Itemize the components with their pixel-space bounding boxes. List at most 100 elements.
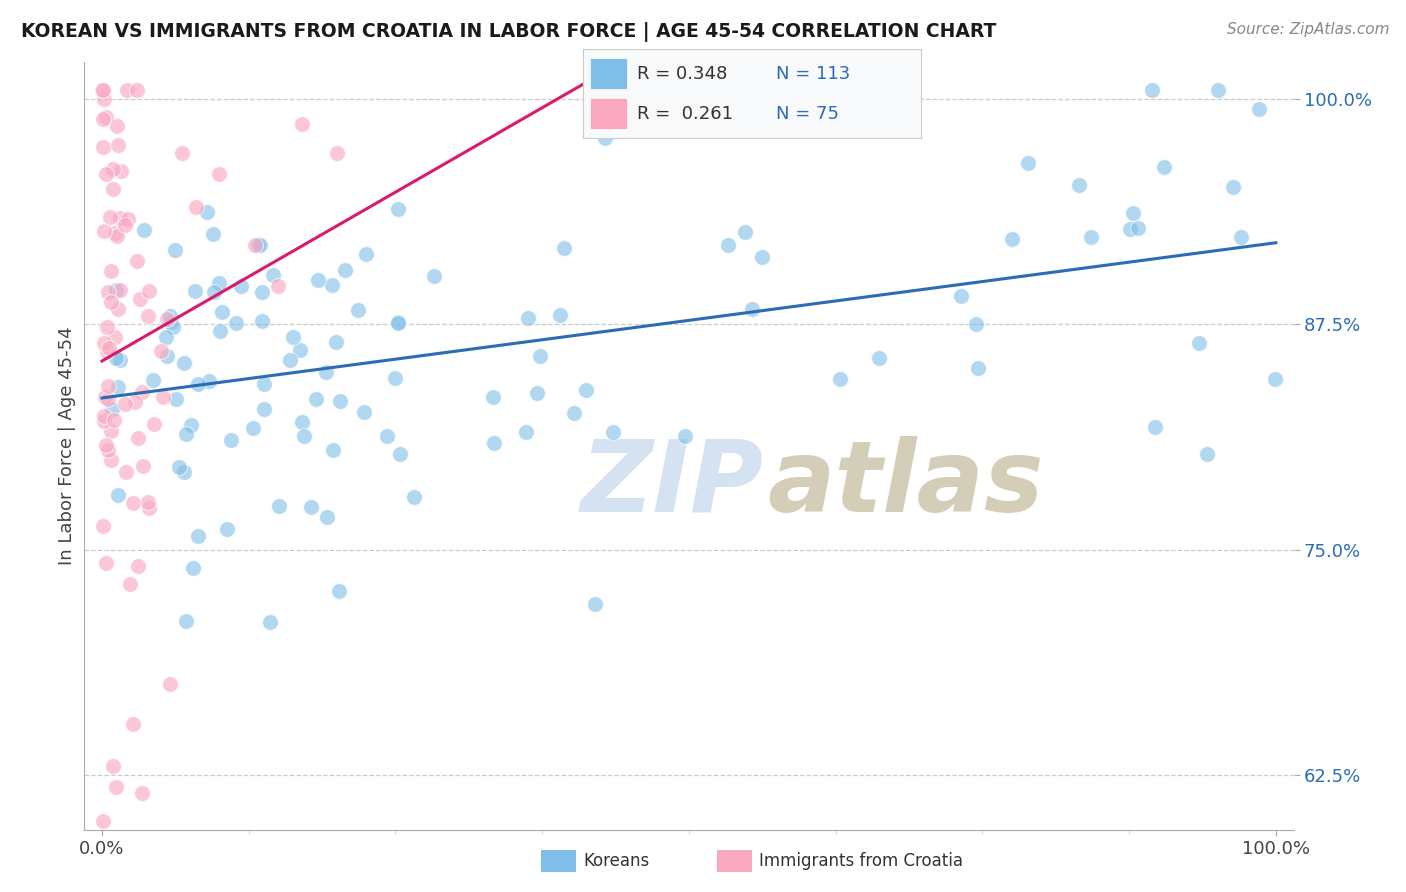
Point (94, 390, 117, 404)
Point (548, 308, 571, 322)
Point (91, 140, 114, 154)
Point (107, 301, 129, 316)
Point (1195, 447, 1218, 461)
Point (91, 112, 114, 126)
Point (202, 227, 225, 241)
Point (91, 82, 114, 96)
Point (243, 237, 266, 252)
Point (404, 491, 426, 505)
Point (187, 529, 209, 543)
Point (93, 91, 115, 105)
Point (124, 395, 146, 409)
Point (1001, 232, 1024, 246)
Point (250, 314, 273, 328)
Point (267, 279, 290, 293)
Point (329, 393, 352, 408)
Point (290, 117, 312, 131)
Point (107, 120, 129, 134)
Point (387, 316, 409, 330)
Point (252, 285, 274, 299)
Point (98, 342, 121, 356)
Point (96, 110, 118, 124)
Point (389, 447, 412, 461)
Point (225, 316, 247, 330)
Point (103, 759, 125, 773)
Point (1017, 155, 1039, 169)
Point (208, 277, 231, 291)
Point (115, 82, 138, 96)
Point (593, 130, 616, 145)
Point (322, 442, 344, 457)
Point (299, 500, 322, 515)
Point (267, 500, 290, 514)
Point (211, 305, 233, 319)
Text: ZIP: ZIP (581, 436, 763, 533)
Text: Immigrants from Croatia: Immigrants from Croatia (759, 852, 963, 871)
Point (94, 168, 117, 182)
Point (114, 397, 136, 411)
Point (129, 292, 152, 306)
Point (96, 344, 118, 359)
Point (136, 309, 159, 323)
Point (1140, 82, 1163, 96)
Point (288, 343, 311, 358)
Point (101, 162, 124, 177)
Point (602, 425, 624, 439)
Point (93, 409, 115, 424)
Point (292, 429, 315, 443)
Point (482, 390, 505, 404)
Point (197, 205, 219, 219)
Point (103, 412, 125, 426)
Point (716, 238, 738, 252)
Point (107, 488, 129, 502)
Point (673, 429, 696, 443)
Point (1080, 230, 1102, 244)
Point (187, 376, 209, 391)
Point (347, 303, 370, 318)
Point (152, 390, 174, 404)
Point (110, 352, 132, 367)
Point (173, 465, 195, 479)
Point (104, 283, 127, 297)
Point (375, 428, 398, 442)
Point (529, 349, 551, 363)
Point (333, 263, 356, 277)
Point (159, 309, 181, 323)
Point (93, 414, 115, 428)
Text: atlas: atlas (768, 436, 1045, 533)
Point (583, 597, 606, 611)
Point (1067, 178, 1090, 192)
Point (173, 356, 195, 370)
Text: R = 0.348: R = 0.348 (637, 64, 728, 83)
Point (165, 392, 187, 407)
Point (562, 406, 585, 420)
Point (1208, 82, 1230, 96)
Point (125, 82, 148, 96)
Point (127, 431, 149, 445)
Point (156, 312, 179, 326)
Point (107, 380, 129, 394)
Point (127, 559, 149, 574)
Point (132, 223, 155, 237)
Point (131, 385, 153, 400)
Point (105, 228, 128, 243)
Point (281, 330, 304, 344)
Point (215, 522, 238, 536)
Point (174, 426, 197, 441)
Point (100, 264, 122, 278)
Point (219, 433, 242, 447)
Point (1264, 372, 1286, 386)
Point (247, 238, 270, 252)
Point (125, 254, 148, 268)
Point (138, 284, 160, 298)
Point (516, 310, 538, 325)
Y-axis label: In Labor Force | Age 45-54: In Labor Force | Age 45-54 (58, 326, 76, 566)
Point (93, 224, 115, 238)
Point (315, 365, 337, 379)
Text: N = 75: N = 75 (776, 104, 839, 123)
Point (387, 315, 409, 329)
Point (482, 436, 505, 450)
Point (101, 182, 124, 196)
Point (208, 324, 231, 338)
Text: Source: ZipAtlas.com: Source: ZipAtlas.com (1226, 22, 1389, 37)
